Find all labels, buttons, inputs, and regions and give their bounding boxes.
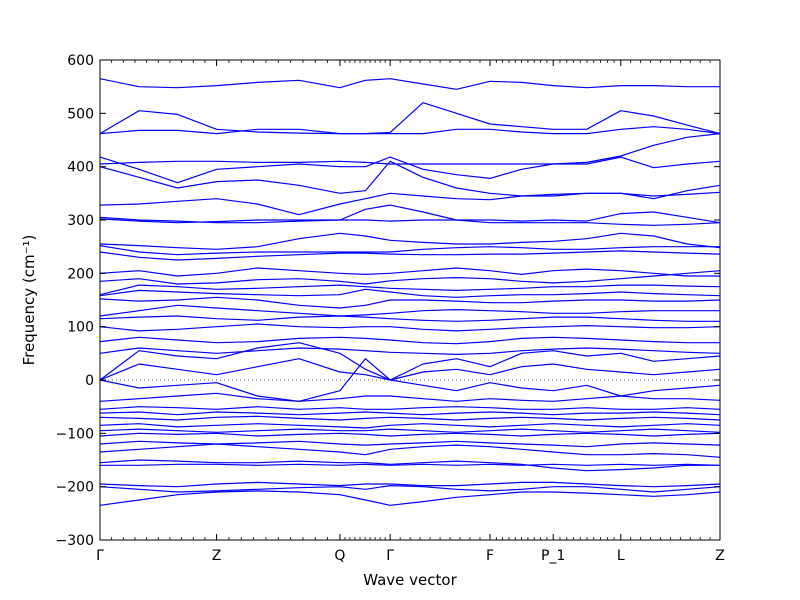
x-axis: Γ Z Q Γ F P_1 L Z (96, 60, 725, 564)
band-line-22 (99, 347, 721, 355)
x-tick-label: Γ (386, 548, 394, 564)
band-line-18 (99, 304, 720, 317)
band-line-39 (99, 490, 721, 506)
x-tick-label: L (617, 548, 625, 564)
band-line-3 (99, 126, 721, 135)
y-axis-label: Frequency (cm⁻¹) (20, 235, 38, 366)
plot-area (99, 78, 721, 506)
y-tick-label: 100 (67, 320, 94, 336)
band-line-10 (99, 232, 721, 250)
band-line-24 (99, 358, 721, 381)
band-line-28 (99, 411, 721, 416)
x-tick-label: P_1 (541, 548, 565, 564)
band-line-12 (99, 250, 721, 261)
y-tick-label: 600 (67, 53, 94, 69)
band-line-27 (99, 406, 721, 410)
band-line-38 (99, 485, 721, 493)
y-tick-label: 400 (67, 160, 94, 176)
band-line-35 (99, 459, 720, 472)
x-tick-label: Z (212, 548, 222, 564)
band-line-16 (99, 288, 721, 298)
y-tick-label: 200 (67, 266, 94, 282)
band-line-32 (99, 432, 721, 437)
x-tick-label: F (486, 548, 494, 564)
y-tick-label: 0 (85, 373, 94, 389)
band-line-31 (99, 428, 721, 433)
band-line-8 (99, 211, 721, 224)
y-tick-label: −300 (56, 533, 94, 549)
x-tick-label: Q (334, 548, 345, 564)
y-tick-label: 500 (67, 106, 94, 122)
y-tick-label: −100 (56, 426, 94, 442)
x-axis-label: Wave vector (363, 571, 457, 589)
band-line-23 (99, 342, 721, 381)
band-line-36 (100, 463, 721, 466)
band-line-29 (99, 415, 721, 421)
band-line-21 (99, 336, 720, 345)
band-line-34 (99, 443, 721, 458)
band-line-13 (99, 267, 720, 277)
band-line-2 (99, 102, 721, 135)
x-tick-label: Γ (96, 548, 104, 564)
band-line-26 (99, 392, 721, 402)
band-line-9 (99, 204, 721, 226)
band-line-14 (99, 270, 721, 285)
band-line-7 (99, 191, 721, 216)
band-line-30 (99, 423, 721, 429)
band-line-15 (99, 284, 721, 296)
band-line-5 (99, 156, 721, 169)
x-tick-label: Z (715, 548, 725, 564)
band-line-4 (99, 133, 721, 184)
y-tick-label: −200 (56, 480, 94, 496)
band-line-1 (99, 78, 720, 90)
band-line-17 (99, 296, 721, 309)
band-line-11 (99, 245, 720, 256)
band-line-20 (99, 323, 721, 332)
y-axis: −300 −200 −100 0 100 200 300 400 500 600 (56, 53, 720, 549)
y-tick-label: 300 (67, 213, 94, 229)
band-line-37 (99, 481, 721, 488)
band-line-19 (99, 315, 720, 322)
